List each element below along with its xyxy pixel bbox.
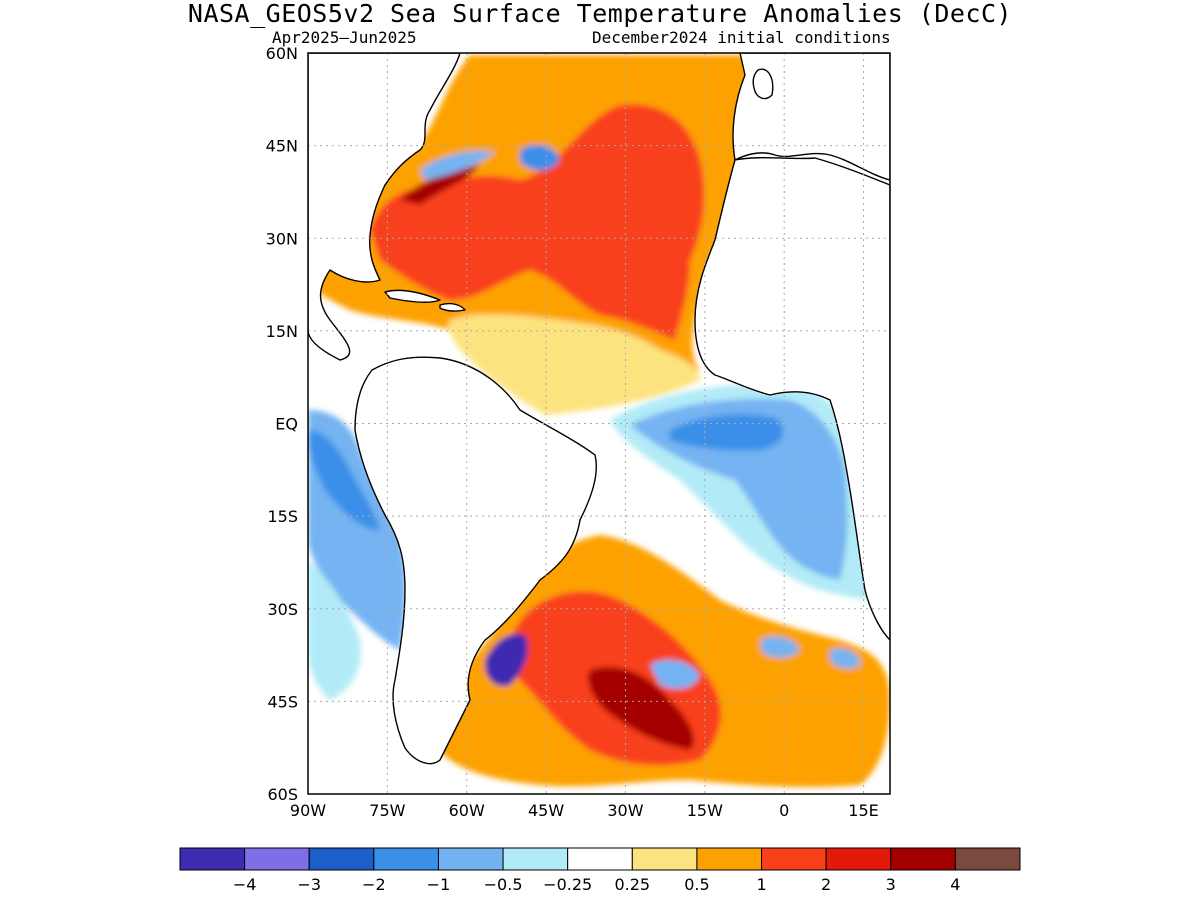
lat-label: 60S xyxy=(267,785,298,804)
graticule xyxy=(308,53,890,794)
lat-label: 30S xyxy=(267,600,298,619)
lat-label: 45S xyxy=(267,692,298,711)
colorbar-swatch xyxy=(825,847,892,871)
colorbar-swatch xyxy=(179,847,246,871)
lon-label: 45W xyxy=(528,801,564,820)
colorbar-label: −4 xyxy=(233,875,257,894)
colorbar-label: 0.5 xyxy=(684,875,709,894)
lon-label: 0 xyxy=(779,801,789,820)
forecast-period: Apr2025–Jun2025 xyxy=(272,28,417,47)
gulf-stream-cool-1 xyxy=(420,150,495,180)
longitude-labels: 90W 75W 60W 45W 30W 15W 0 15E xyxy=(290,801,879,820)
colorbar-swatches xyxy=(179,847,1021,871)
colorbar-swatch xyxy=(696,847,763,871)
lon-label: 15W xyxy=(687,801,723,820)
anomaly-field xyxy=(308,53,890,794)
colorbar-swatch xyxy=(373,847,439,871)
colorbar-label: −2 xyxy=(362,875,386,894)
gulf-stream-cool-2 xyxy=(520,144,560,171)
light-cool-south-pacific xyxy=(308,560,361,700)
colorbar-label: −0.25 xyxy=(543,875,592,894)
colorbar-label: −3 xyxy=(297,875,321,894)
colorbar-swatch xyxy=(437,847,504,871)
colorbar-swatch xyxy=(244,847,310,871)
lat-label: EQ xyxy=(275,415,298,434)
strong-warm-south-atlantic xyxy=(588,666,694,750)
colorbar-label: −0.5 xyxy=(484,875,523,894)
colorbar-swatch xyxy=(567,847,633,871)
strong-cool-east-pacific xyxy=(308,430,380,530)
map-title: NASA_GEOS5v2 Sea Surface Temperature Ano… xyxy=(187,0,1013,28)
colorbar-swatch xyxy=(631,847,698,871)
lat-label: 30N xyxy=(266,229,298,248)
colorbar-swatch xyxy=(890,847,956,871)
uk-island xyxy=(752,68,774,100)
lon-label: 75W xyxy=(369,801,405,820)
map-frame xyxy=(307,52,891,795)
initial-conditions: December2024 initial conditions xyxy=(592,28,891,47)
north-america-land xyxy=(308,53,461,361)
africa-land xyxy=(694,157,890,641)
colorbar-label: 1 xyxy=(756,875,766,894)
cuba-island xyxy=(384,289,441,303)
lon-label: 15E xyxy=(848,801,878,820)
colorbar-labels: −4 −3 −2 −1 −0.5 −0.25 0.25 0.5 1 2 3 4 xyxy=(233,875,961,894)
south-america-land xyxy=(354,356,597,765)
lat-label: 15S xyxy=(267,507,298,526)
colorbar-swatch xyxy=(954,847,1021,871)
brazil-malvinas-cool xyxy=(485,633,528,687)
lat-label: 15N xyxy=(266,322,298,341)
lat-label: 60N xyxy=(266,44,298,63)
lon-label: 30W xyxy=(607,801,643,820)
colorbar-swatch xyxy=(761,847,827,871)
colorbar-label: 3 xyxy=(886,875,896,894)
hispaniola-island xyxy=(439,302,466,312)
cool-region-gulf-of-guinea xyxy=(630,398,848,580)
colorbar-label: 2 xyxy=(821,875,831,894)
dark-red-band-northwest xyxy=(400,165,480,205)
lat-label: 45N xyxy=(266,137,298,156)
colorbar-label: −1 xyxy=(427,875,451,894)
colorbar-swatch xyxy=(502,847,569,871)
latitude-labels: 60N 45N 30N 15N EQ 15S 30S 45S 60S xyxy=(266,44,298,804)
lon-label: 90W xyxy=(290,801,326,820)
yellow-band-tropical-north xyxy=(448,314,700,415)
land-masses xyxy=(308,53,890,765)
moderate-region-north-atlantic xyxy=(370,104,705,340)
mid-atlantic-cool-blobs xyxy=(650,636,860,689)
colorbar-label: 4 xyxy=(950,875,960,894)
lon-label: 60W xyxy=(449,801,485,820)
colorbar-label: 0.25 xyxy=(614,875,650,894)
colorbar-swatch xyxy=(308,847,375,871)
